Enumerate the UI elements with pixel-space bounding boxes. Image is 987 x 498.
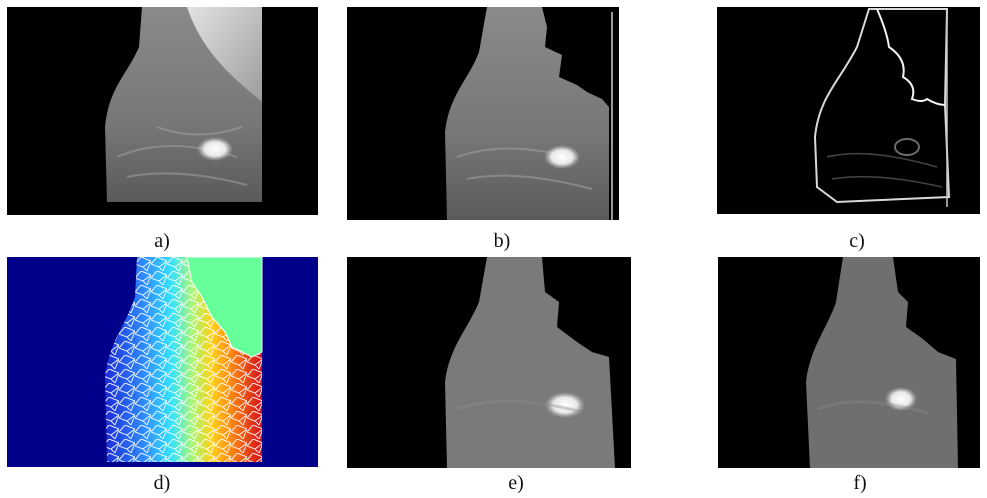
- caption-f: f): [853, 472, 867, 494]
- caption-a: a): [154, 230, 170, 252]
- panel-d-image: [7, 257, 318, 467]
- panel-c-image: [717, 7, 980, 214]
- panel-a-image: [7, 7, 318, 215]
- panel-f-image: [718, 257, 980, 468]
- caption-d: d): [153, 472, 171, 494]
- panel-b-image: [347, 7, 619, 220]
- caption-b: b): [493, 230, 511, 252]
- caption-e: e): [508, 472, 524, 494]
- caption-c: c): [849, 230, 865, 252]
- panel-e-image: [347, 257, 631, 468]
